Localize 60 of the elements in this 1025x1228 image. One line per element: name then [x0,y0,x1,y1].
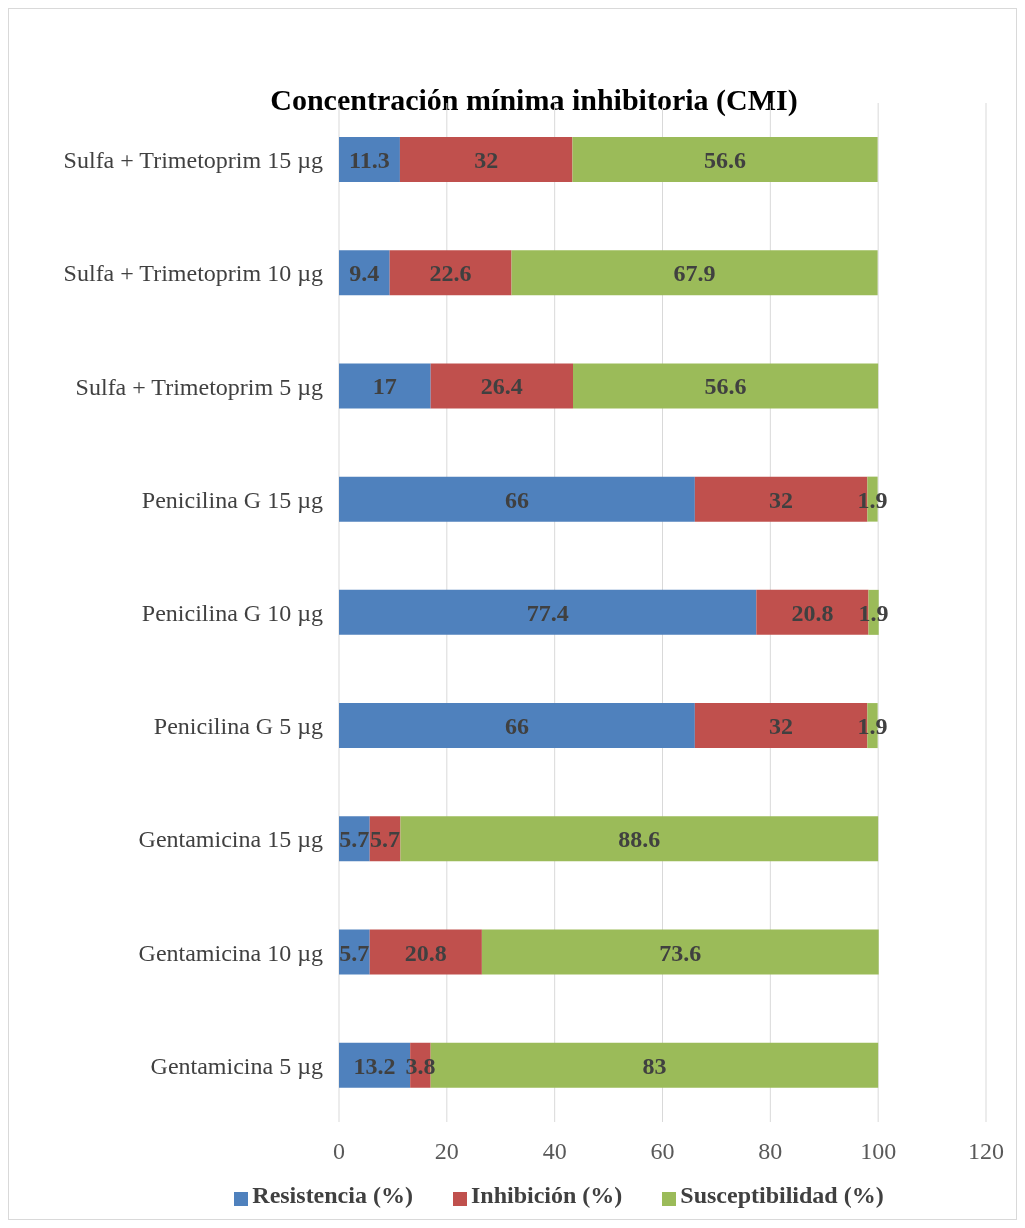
data-label: 1.9 [857,486,888,513]
x-tick-label: 80 [758,1138,783,1165]
data-label: 66 [504,486,529,513]
data-label: 1.9 [858,599,889,626]
data-label: 22.6 [429,260,472,287]
data-label: 1.9 [857,713,888,740]
bar [573,363,879,409]
x-tick-label: 100 [860,1138,897,1165]
chart-title: Concentración mínima inhibitoria (CMI) [269,83,799,117]
y-tick-label: Gentamicina 5 µg [150,1052,323,1079]
data-label: 88.6 [618,826,661,853]
data-label: 77.4 [526,599,569,626]
bar [400,816,879,862]
bar [339,703,695,749]
x-tick-label: 20 [434,1138,459,1165]
data-label: 56.6 [704,146,747,173]
data-label: 83 [642,1052,667,1079]
data-label: 32 [769,713,794,740]
data-label: 13.2 [353,1052,396,1079]
legend-label: Resistencia (%) [252,1182,413,1208]
bar [339,589,757,635]
legend-label: Inhibición (%) [470,1182,623,1208]
data-label: 17 [372,373,397,400]
y-tick-label: Gentamicina 15 µg [138,826,323,853]
data-label: 56.6 [704,373,747,400]
data-label: 66 [504,713,529,740]
data-label: 20.8 [791,599,834,626]
bar [389,250,512,296]
bar [430,363,573,409]
data-label: 32 [769,486,794,513]
data-label: 11.3 [349,146,390,173]
y-tick-label: Sulfa + Trimetoprim 5 µg [75,373,323,400]
data-label: 67.9 [673,260,716,287]
data-label: 5.7 [339,826,370,853]
x-tick-label: 40 [542,1138,567,1165]
bar [572,136,878,182]
data-label: 5.7 [339,939,370,966]
bar [399,136,573,182]
y-tick-label: Sulfa + Trimetoprim 15 µg [63,147,323,174]
bar [481,929,879,975]
x-tick-label: 120 [968,1138,1004,1165]
y-tick-label: Gentamicina 10 µg [138,939,323,966]
data-label: 73.6 [659,939,702,966]
bar [339,250,390,296]
data-label: 5.7 [370,826,401,853]
y-tick-label: Penicilina G 15 µg [141,486,323,513]
x-tick-label: 0 [333,1138,345,1165]
x-tick-label: 60 [650,1138,675,1165]
data-label: 9.4 [349,260,380,287]
data-label: 26.4 [480,373,523,400]
bar [339,476,695,522]
legend-label: Susceptibilidad (%) [680,1182,884,1208]
y-tick-label: Penicilina G 10 µg [141,600,323,627]
y-tick-label: Penicilina G 5 µg [153,713,323,740]
data-label: 32 [474,146,499,173]
y-tick-label: Sulfa + Trimetoprim 10 µg [63,260,323,287]
bar [369,929,482,975]
data-label: 20.8 [404,939,447,966]
bar [511,250,878,296]
bar [339,363,431,409]
